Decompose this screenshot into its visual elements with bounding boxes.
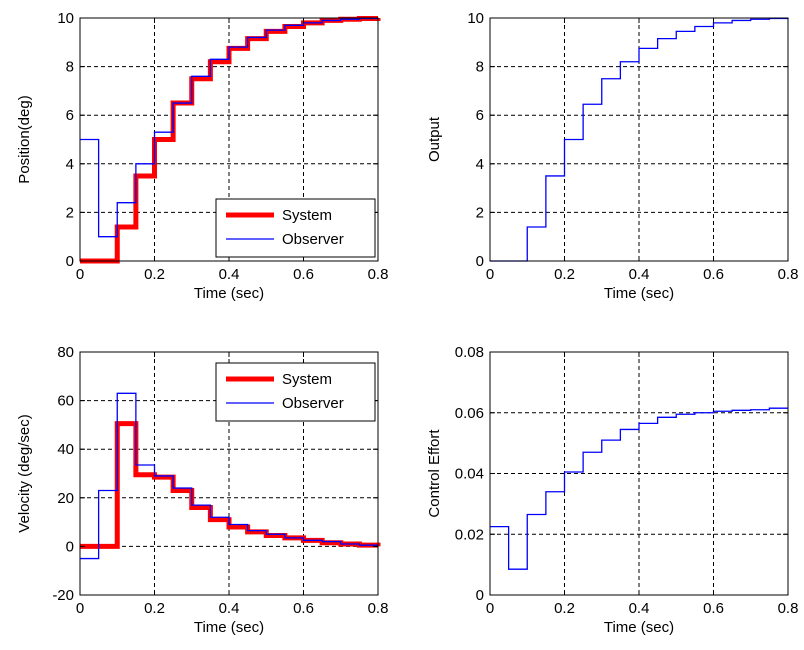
y-tick-label: -20 [52,587,74,604]
y-axis-label: Position(deg) [16,95,33,183]
x-tick-label: 0.8 [778,266,799,283]
x-tick-label: 0 [486,266,494,283]
y-tick-label: 10 [467,10,484,27]
y-tick-label: 2 [476,204,484,221]
x-tick-label: 0.6 [293,266,314,283]
x-tick-label: 0 [76,266,84,283]
y-tick-label: 6 [66,107,74,124]
series-line-system [80,421,381,549]
y-tick-label: 0.06 [455,405,484,422]
y-tick-label: 6 [476,107,484,124]
y-tick-label: 60 [57,393,74,410]
x-tick-label: 0.4 [219,600,240,617]
x-axis-label: Time (sec) [604,619,674,636]
legend-box [215,362,376,422]
y-axis-label: Velocity (deg/sec) [16,414,33,532]
x-tick-label: 0.6 [703,600,724,617]
series-line-observer [80,392,379,560]
legend-label: Observer [282,395,344,412]
x-tick-label: 0.8 [368,266,389,283]
legend-box [215,198,376,258]
y-tick-label: 0 [66,538,74,555]
legend: System Observer [215,198,376,258]
y-tick-label: 0.02 [455,526,484,543]
legend-label: System [282,371,332,388]
y-tick-label: 4 [66,156,74,173]
subplot-2: 0 0.2 0.4 0.6 0.8 0 2 4 6 8 10 Time (sec) Output [426,10,798,302]
x-tick-label: 0.2 [554,266,575,283]
x-tick-label: 0.2 [144,600,165,617]
legend-label: System [282,207,332,224]
x-axis-label: Time (sec) [604,285,674,302]
x-axis-label: Time (sec) [194,285,264,302]
y-tick-label: 10 [57,10,74,27]
y-tick-label: 8 [476,59,484,76]
legend-label: Observer [282,231,344,248]
subplot-1: 0 0.2 0.4 0.6 0.8 0 2 4 6 8 10 Time (sec) Position(d… [16,10,388,302]
y-tick-label: 0 [476,587,484,604]
y-tick-label: 0.08 [455,344,484,361]
x-tick-label: 0.4 [629,266,650,283]
x-tick-label: 0.8 [778,600,799,617]
x-tick-label: 0.4 [629,600,650,617]
x-axis-label: Time (sec) [194,619,264,636]
legend: System Observer [215,362,376,422]
subplot-4: 0 0.2 0.4 0.6 0.8 0 0.02 0.04 0.06 0.08 Time (sec)… [426,344,798,636]
x-tick-label: 0.8 [368,600,389,617]
y-tick-label: 2 [66,204,74,221]
y-tick-label: 0.04 [455,466,484,483]
x-tick-label: 0.2 [144,266,165,283]
series-line-observer [80,17,379,238]
y-tick-label: 4 [476,156,484,173]
x-tick-label: 0 [486,600,494,617]
series-line-output [490,17,789,262]
y-tick-label: 80 [57,344,74,361]
x-tick-label: 0.2 [554,600,575,617]
series-line-output [490,407,788,570]
y-axis-label: Control Effort [426,429,443,518]
y-tick-label: 0 [476,253,484,270]
x-tick-label: 0.6 [293,600,314,617]
x-tick-label: 0.6 [703,266,724,283]
y-axis-label: Output [426,116,443,162]
y-tick-label: 0 [66,253,74,270]
y-tick-label: 8 [66,59,74,76]
y-tick-label: 40 [57,441,74,458]
x-tick-label: 0 [76,600,84,617]
y-tick-label: 20 [57,490,74,507]
x-tick-label: 0.4 [219,266,240,283]
